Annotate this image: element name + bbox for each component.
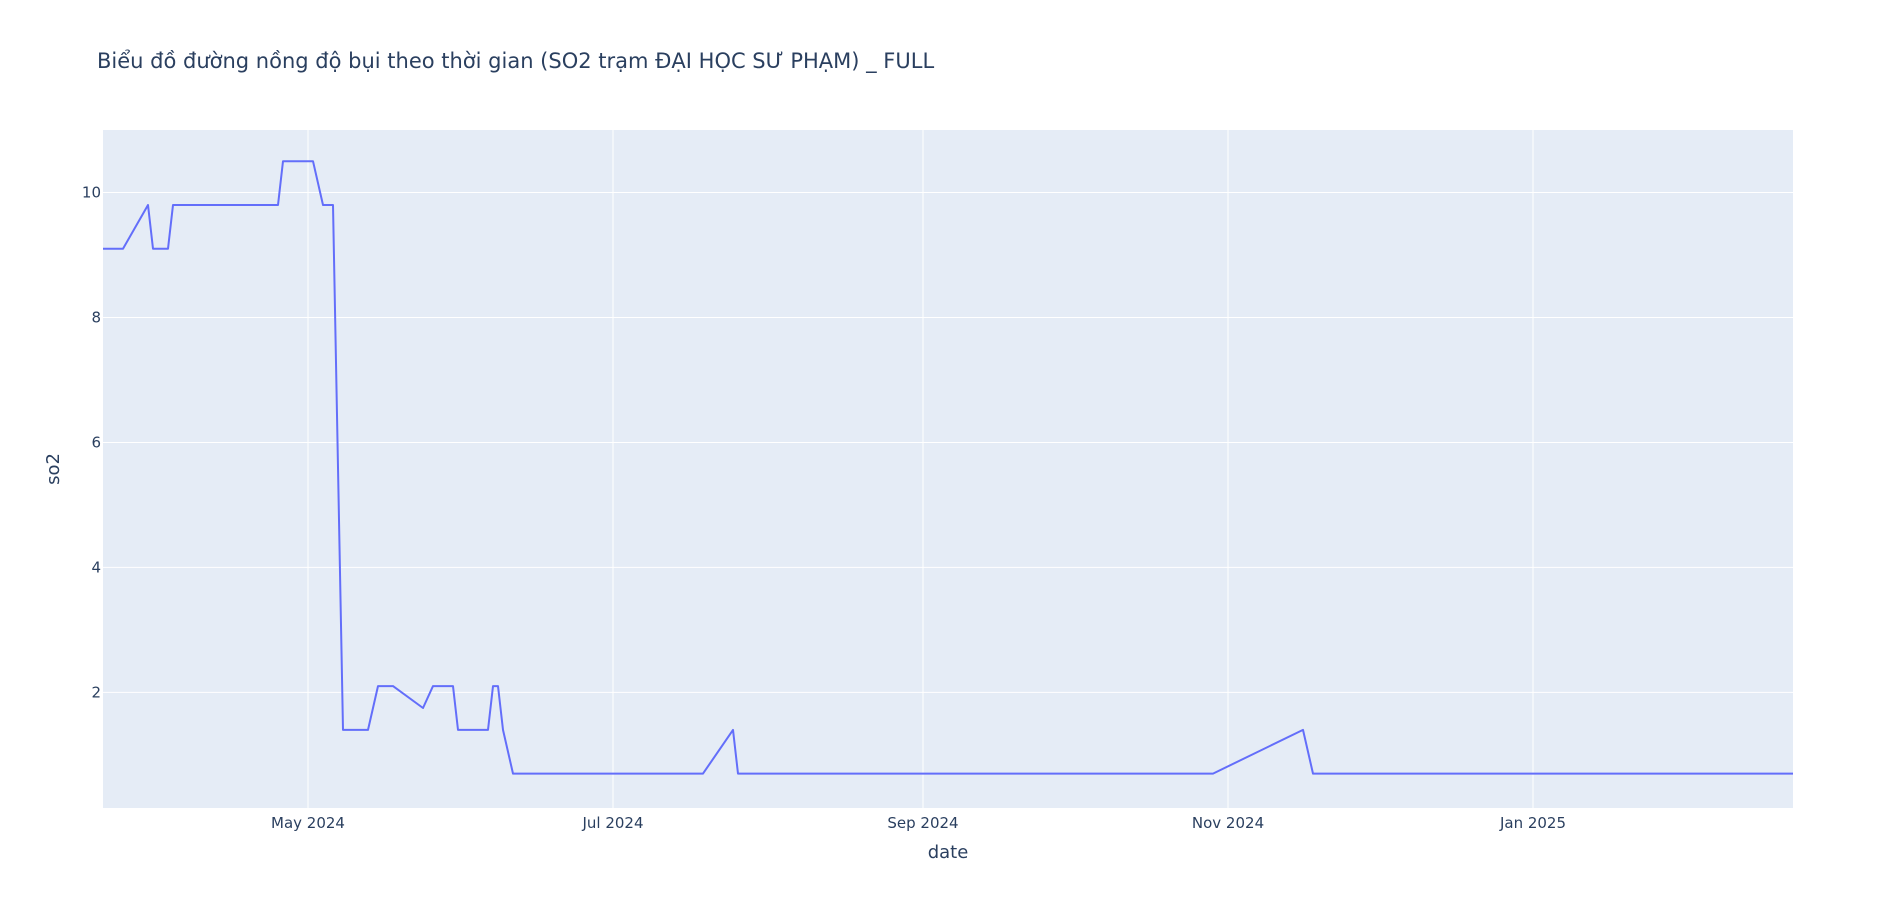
y-tick-label: 10 [82, 183, 101, 201]
y-axis: 2 4 6 8 10 [82, 183, 101, 701]
x-axis-title: date [928, 842, 969, 863]
x-tick-label: Nov 2024 [1192, 814, 1264, 832]
y-axis-title: so2 [43, 453, 64, 485]
plot-area [103, 130, 1793, 808]
y-tick-label: 2 [91, 683, 101, 701]
x-axis: May 2024 Jul 2024 Sep 2024 Nov 2024 Jan 2025 [271, 814, 1566, 832]
x-tick-label: Sep 2024 [887, 814, 958, 832]
x-tick-label: Jan 2025 [1499, 814, 1566, 832]
y-tick-label: 6 [91, 433, 101, 451]
series-layer [103, 160, 1793, 775]
y-tick-label: 8 [91, 308, 101, 326]
series-line [103, 160, 1793, 775]
gridlines [103, 130, 1793, 808]
x-tick-label: Jul 2024 [581, 814, 643, 832]
chart-title: Biểu đồ đường nồng độ bụi theo thời gian… [97, 49, 934, 74]
y-tick-label: 4 [91, 558, 101, 576]
x-tick-label: May 2024 [271, 814, 345, 832]
